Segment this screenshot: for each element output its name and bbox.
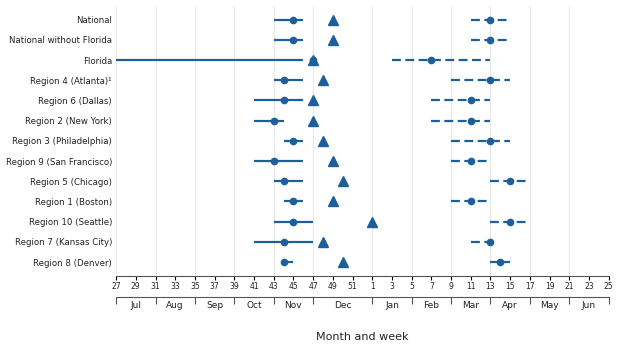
Text: Sep: Sep bbox=[206, 301, 223, 310]
Text: Apr: Apr bbox=[502, 301, 518, 310]
Text: Jul: Jul bbox=[130, 301, 141, 310]
X-axis label: Month and week: Month and week bbox=[316, 332, 409, 342]
Text: Dec: Dec bbox=[334, 301, 352, 310]
Text: Nov: Nov bbox=[285, 301, 302, 310]
Text: Jan: Jan bbox=[385, 301, 399, 310]
Text: Mar: Mar bbox=[462, 301, 479, 310]
Text: May: May bbox=[540, 301, 559, 310]
Text: Oct: Oct bbox=[246, 301, 262, 310]
Text: Feb: Feb bbox=[423, 301, 439, 310]
Text: Jun: Jun bbox=[582, 301, 596, 310]
Text: Aug: Aug bbox=[167, 301, 184, 310]
